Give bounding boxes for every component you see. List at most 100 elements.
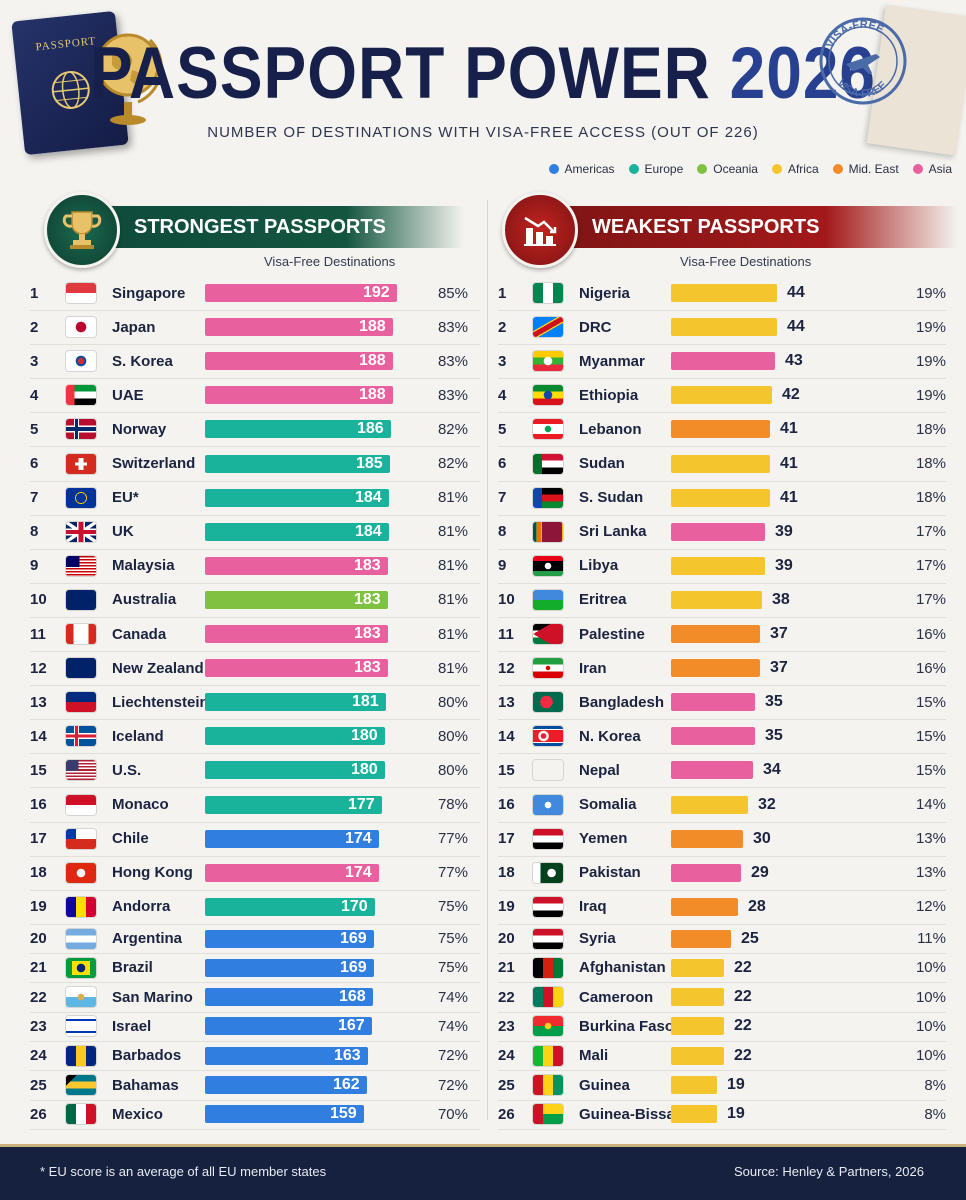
legend-label: Oceania bbox=[713, 162, 758, 176]
rank-number: 10 bbox=[498, 591, 515, 609]
legend-swatch bbox=[697, 164, 708, 174]
data-bar bbox=[205, 829, 379, 848]
rank-number: 25 bbox=[498, 1076, 515, 1094]
rank-number: 10 bbox=[30, 591, 47, 609]
iran-flag-icon bbox=[533, 658, 563, 679]
percentage-label: 81% bbox=[437, 523, 468, 541]
bar-track: 177 bbox=[205, 795, 410, 814]
rank-number: 4 bbox=[30, 386, 39, 404]
data-label: 29 bbox=[751, 863, 769, 881]
data-label: 183 bbox=[354, 659, 381, 677]
rank-number: 24 bbox=[498, 1047, 515, 1065]
bar-track: 32 bbox=[671, 795, 876, 814]
rank-number: 17 bbox=[30, 830, 47, 848]
monaco-flag-icon bbox=[66, 794, 96, 815]
iceland-flag-icon bbox=[66, 726, 96, 747]
table-row: 20 Syria 25 11% bbox=[498, 924, 946, 955]
table-row: 4 Ethiopia 42 19% bbox=[498, 378, 946, 414]
bar-track: 29 bbox=[671, 863, 876, 882]
bar-track: 174 bbox=[205, 863, 410, 882]
table-row: 21 Afghanistan 22 10% bbox=[498, 953, 946, 984]
weakest-banner: WEAKEST PASSPORTS bbox=[518, 206, 958, 248]
rank-number: 8 bbox=[30, 523, 39, 541]
rank-number: 5 bbox=[30, 420, 39, 438]
switzerland-flag-icon bbox=[66, 453, 96, 474]
legend-label: Asia bbox=[928, 162, 952, 176]
bar-track: 167 bbox=[205, 1017, 410, 1036]
table-row: 23 Israel 167 74% bbox=[30, 1012, 480, 1043]
table-row: 10 Eritrea 38 17% bbox=[498, 583, 946, 618]
country-name: Brazil bbox=[112, 959, 153, 977]
bar-track: 184 bbox=[205, 488, 410, 507]
country-name: Norway bbox=[112, 420, 167, 438]
country-name: Bangladesh bbox=[579, 693, 665, 711]
south-sudan-flag-icon bbox=[533, 487, 563, 508]
brazil-flag-icon bbox=[66, 957, 96, 978]
table-row: 2 Japan 188 83% bbox=[30, 310, 480, 346]
data-label: 43 bbox=[785, 352, 803, 370]
percentage-label: 12% bbox=[915, 898, 946, 916]
data-label: 22 bbox=[734, 1046, 752, 1064]
bar-track: 183 bbox=[205, 659, 410, 678]
percentage-label: 19% bbox=[915, 284, 946, 302]
data-label: 183 bbox=[354, 625, 381, 643]
north-korea-flag-icon bbox=[533, 726, 563, 747]
data-bar bbox=[671, 1105, 717, 1124]
country-name: UAE bbox=[112, 386, 144, 404]
percentage-label: 15% bbox=[915, 761, 946, 779]
data-bar bbox=[205, 1105, 364, 1124]
table-row: 11 Canada 183 81% bbox=[30, 617, 480, 653]
australia-flag-icon bbox=[66, 589, 96, 610]
bar-track: 37 bbox=[671, 659, 876, 678]
data-bar bbox=[205, 1017, 372, 1036]
data-label: 185 bbox=[356, 454, 383, 472]
bar-track: 41 bbox=[671, 454, 876, 473]
country-name: Myanmar bbox=[579, 352, 645, 370]
country-name: Iceland bbox=[112, 727, 164, 745]
rank-number: 22 bbox=[498, 988, 515, 1006]
table-row: 15 Nepal 34 15% bbox=[498, 753, 946, 789]
data-bar bbox=[671, 1046, 724, 1065]
table-row: 20 Argentina 169 75% bbox=[30, 924, 480, 955]
country-name: Guinea-Bissau bbox=[579, 1105, 685, 1123]
bar-track: 22 bbox=[671, 988, 876, 1007]
data-bar bbox=[671, 795, 748, 814]
bar-track: 169 bbox=[205, 929, 410, 948]
table-row: 15 U.S. 180 80% bbox=[30, 753, 480, 789]
legend-swatch bbox=[912, 164, 923, 174]
data-bar bbox=[671, 454, 770, 473]
country-name: Switzerland bbox=[112, 455, 196, 473]
argentina-flag-icon bbox=[66, 928, 96, 949]
data-bar bbox=[205, 1046, 368, 1065]
percentage-label: 18% bbox=[915, 455, 946, 473]
strongest-banner: STRONGEST PASSPORTS bbox=[70, 206, 464, 248]
legend-item: Oceania bbox=[697, 162, 758, 176]
table-row: 21 Brazil 169 75% bbox=[30, 953, 480, 984]
rank-number: 9 bbox=[498, 557, 507, 575]
data-label: 35 bbox=[765, 693, 783, 711]
country-name: Malaysia bbox=[112, 557, 175, 575]
table-row: 22 San Marino 168 74% bbox=[30, 983, 480, 1013]
bar-track: 188 bbox=[205, 352, 410, 371]
rank-number: 2 bbox=[30, 318, 39, 336]
data-bar bbox=[205, 929, 374, 948]
data-bar bbox=[671, 929, 731, 948]
data-bar bbox=[671, 659, 760, 678]
rank-number: 21 bbox=[30, 959, 47, 977]
data-bar bbox=[671, 420, 770, 439]
bar-track: 39 bbox=[671, 556, 876, 575]
yemen-flag-icon bbox=[533, 828, 563, 849]
table-row: 18 Pakistan 29 13% bbox=[498, 856, 946, 891]
country-name: Australia bbox=[112, 591, 177, 609]
rank-number: 16 bbox=[498, 796, 515, 814]
data-label: 41 bbox=[780, 420, 798, 438]
bar-track: 19 bbox=[671, 1105, 876, 1124]
percentage-label: 18% bbox=[915, 420, 946, 438]
percentage-label: 19% bbox=[915, 386, 946, 404]
table-row: 8 UK 184 81% bbox=[30, 515, 480, 550]
rank-number: 3 bbox=[498, 352, 507, 370]
data-label: 192 bbox=[363, 284, 390, 302]
data-label: 169 bbox=[340, 958, 367, 976]
data-label: 186 bbox=[357, 420, 384, 438]
country-name: Nigeria bbox=[579, 284, 630, 302]
